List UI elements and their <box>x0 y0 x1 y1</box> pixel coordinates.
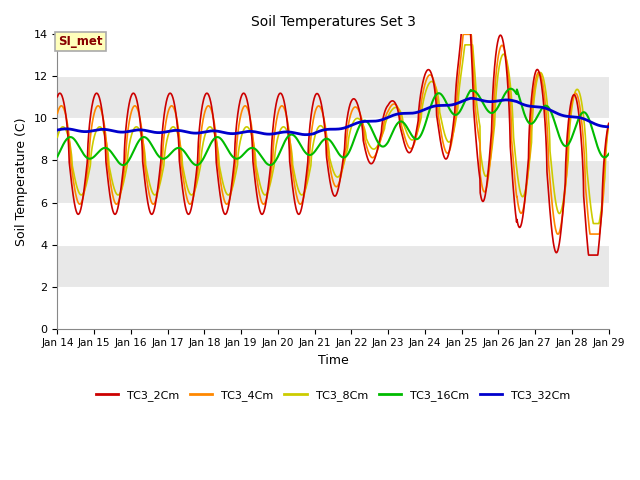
TC3_16Cm <box>54 154 61 159</box>
TC3_8Cm <box>605 121 612 127</box>
TC3_4Cm <box>589 231 597 237</box>
Title: Soil Temperatures Set 3: Soil Temperatures Set 3 <box>251 15 415 29</box>
TC3_8Cm <box>589 221 597 227</box>
TC3_4Cm <box>589 231 597 237</box>
Line: TC3_8Cm: TC3_8Cm <box>58 45 609 224</box>
TC3_8Cm <box>54 134 61 140</box>
TC3_4Cm <box>82 182 90 188</box>
TC3_8Cm <box>461 42 469 48</box>
TC3_16Cm <box>119 162 127 168</box>
TC3_32Cm <box>54 127 61 133</box>
Bar <box>58 245 609 287</box>
TC3_8Cm <box>322 131 330 136</box>
TC3_4Cm <box>554 231 561 237</box>
Line: TC3_16Cm: TC3_16Cm <box>58 89 609 165</box>
Text: SI_met: SI_met <box>58 35 102 48</box>
TC3_2Cm <box>322 134 330 140</box>
TC3_2Cm <box>589 252 597 258</box>
TC3_2Cm <box>589 252 597 258</box>
TC3_4Cm <box>307 135 315 141</box>
X-axis label: Time: Time <box>317 354 348 367</box>
TC3_32Cm <box>82 129 90 134</box>
TC3_4Cm <box>460 32 467 37</box>
Line: TC3_32Cm: TC3_32Cm <box>58 98 609 135</box>
TC3_2Cm <box>605 120 612 126</box>
Y-axis label: Soil Temperature (C): Soil Temperature (C) <box>15 117 28 246</box>
TC3_4Cm <box>488 141 495 147</box>
TC3_8Cm <box>307 163 315 168</box>
TC3_4Cm <box>605 121 612 127</box>
TC3_32Cm <box>302 132 310 138</box>
TC3_32Cm <box>467 96 475 101</box>
TC3_16Cm <box>507 86 515 92</box>
TC3_16Cm <box>589 129 597 134</box>
TC3_2Cm <box>458 21 466 27</box>
TC3_2Cm <box>54 94 61 100</box>
TC3_32Cm <box>322 127 330 132</box>
TC3_16Cm <box>82 154 90 159</box>
TC3_2Cm <box>82 175 90 180</box>
TC3_8Cm <box>82 184 90 190</box>
TC3_4Cm <box>54 110 61 116</box>
TC3_32Cm <box>488 99 496 105</box>
TC3_32Cm <box>605 124 612 130</box>
TC3_32Cm <box>589 120 597 126</box>
TC3_16Cm <box>589 130 597 135</box>
TC3_2Cm <box>488 119 495 125</box>
TC3_16Cm <box>605 151 612 156</box>
TC3_2Cm <box>307 114 315 120</box>
TC3_16Cm <box>307 152 315 157</box>
TC3_8Cm <box>488 147 495 153</box>
Bar <box>58 76 609 119</box>
Legend: TC3_2Cm, TC3_4Cm, TC3_8Cm, TC3_16Cm, TC3_32Cm: TC3_2Cm, TC3_4Cm, TC3_8Cm, TC3_16Cm, TC3… <box>91 386 575 406</box>
TC3_32Cm <box>589 120 597 126</box>
TC3_2Cm <box>585 252 593 258</box>
TC3_16Cm <box>488 110 495 116</box>
Line: TC3_4Cm: TC3_4Cm <box>58 35 609 234</box>
TC3_4Cm <box>322 124 330 130</box>
TC3_8Cm <box>589 219 597 225</box>
TC3_8Cm <box>589 218 596 224</box>
TC3_16Cm <box>322 136 330 142</box>
TC3_32Cm <box>307 132 315 137</box>
Line: TC3_2Cm: TC3_2Cm <box>58 24 609 255</box>
Bar <box>58 160 609 203</box>
